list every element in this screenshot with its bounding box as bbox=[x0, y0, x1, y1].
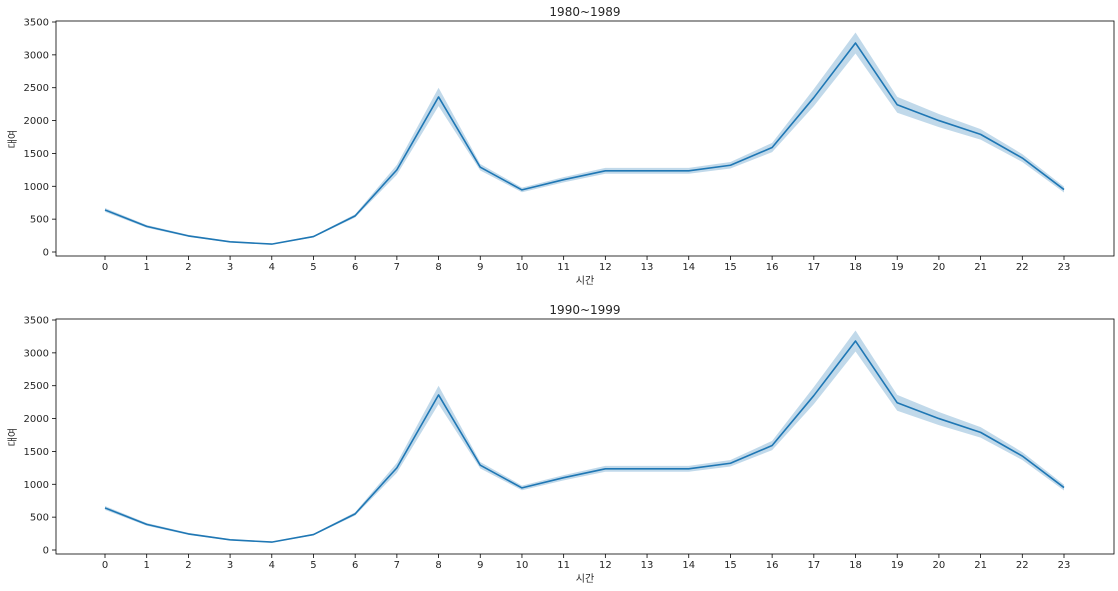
x-tick-label: 19 bbox=[891, 262, 904, 273]
x-axis-label: 시간 bbox=[576, 573, 594, 585]
x-tick-label: 9 bbox=[477, 262, 483, 273]
y-tick-label: 500 bbox=[30, 215, 49, 226]
y-tick-label: 1000 bbox=[24, 480, 49, 491]
y-tick-label: 3000 bbox=[24, 50, 49, 61]
x-tick-label: 12 bbox=[599, 262, 612, 273]
x-tick-label: 12 bbox=[599, 560, 612, 571]
y-tick-label: 1500 bbox=[24, 149, 49, 160]
x-tick-label: 14 bbox=[682, 560, 695, 571]
x-tick-label: 23 bbox=[1058, 262, 1071, 273]
y-axis-label: 대여 bbox=[7, 428, 19, 446]
x-tick-label: 0 bbox=[102, 262, 108, 273]
y-tick-label: 2500 bbox=[24, 83, 49, 94]
x-tick-label: 2 bbox=[185, 560, 191, 571]
y-tick-label: 1000 bbox=[24, 182, 49, 193]
x-tick-label: 1 bbox=[144, 560, 150, 571]
plot-area bbox=[104, 32, 1065, 245]
x-tick-label: 10 bbox=[516, 560, 529, 571]
x-tick-label: 20 bbox=[933, 262, 946, 273]
y-tick-label: 500 bbox=[30, 513, 49, 524]
x-tick-label: 13 bbox=[641, 560, 654, 571]
x-tick-label: 8 bbox=[435, 262, 441, 273]
x-tick-label: 5 bbox=[310, 560, 316, 571]
y-tick-label: 0 bbox=[43, 546, 49, 557]
confidence-band bbox=[105, 32, 1064, 245]
x-tick-label: 16 bbox=[766, 262, 779, 273]
y-tick-label: 2000 bbox=[24, 116, 49, 127]
x-tick-label: 6 bbox=[352, 262, 358, 273]
axes-frame bbox=[55, 20, 1115, 257]
x-tick-label: 19 bbox=[891, 560, 904, 571]
x-tick-label: 18 bbox=[849, 560, 862, 571]
chart-title: 1980~1989 bbox=[549, 5, 620, 19]
x-tick-label: 16 bbox=[766, 560, 779, 571]
x-tick-label: 11 bbox=[557, 262, 570, 273]
x-tick-label: 15 bbox=[724, 262, 737, 273]
x-tick-label: 13 bbox=[641, 262, 654, 273]
x-tick-label: 20 bbox=[933, 560, 946, 571]
x-tick-label: 3 bbox=[227, 262, 233, 273]
plot-area bbox=[104, 330, 1065, 543]
x-tick-label: 21 bbox=[974, 262, 987, 273]
x-tick-label: 5 bbox=[310, 262, 316, 273]
x-tick-label: 10 bbox=[516, 262, 529, 273]
x-tick-label: 8 bbox=[435, 560, 441, 571]
y-tick-label: 2000 bbox=[24, 414, 49, 425]
chart-title: 1990~1999 bbox=[549, 303, 620, 317]
x-tick-label: 21 bbox=[974, 560, 987, 571]
x-tick-label: 17 bbox=[807, 560, 820, 571]
confidence-band bbox=[105, 330, 1064, 543]
x-tick-label: 6 bbox=[352, 560, 358, 571]
x-tick-label: 7 bbox=[394, 560, 400, 571]
series-line bbox=[104, 340, 1065, 543]
x-tick-label: 3 bbox=[227, 560, 233, 571]
chart-panel-1990-1999: 1990~1999 시간 대여 0 1 2 3 4 5 6 7 8 9 10 11 12 13 14 15 16… bbox=[7, 303, 1115, 585]
x-tick-label: 17 bbox=[807, 262, 820, 273]
x-tick-label: 7 bbox=[394, 262, 400, 273]
x-tick-label: 15 bbox=[724, 560, 737, 571]
y-tick-label: 3500 bbox=[24, 316, 49, 327]
x-tick-label: 11 bbox=[557, 560, 570, 571]
y-tick-label: 1500 bbox=[24, 447, 49, 458]
y-tick-label: 0 bbox=[43, 248, 49, 259]
x-tick-label: 23 bbox=[1058, 560, 1071, 571]
x-tick-label: 9 bbox=[477, 560, 483, 571]
series-line bbox=[104, 42, 1065, 245]
chart-panel-1980-1989: 1980~1989 시간 대여 0 1 2 3 4 5 6 7 8 9 10 11 12 13 14 15 16… bbox=[7, 5, 1115, 287]
x-tick-label: 14 bbox=[682, 262, 695, 273]
x-tick-label: 4 bbox=[269, 262, 275, 273]
y-tick-label: 3500 bbox=[24, 18, 49, 29]
x-tick-label: 18 bbox=[849, 262, 862, 273]
x-tick-label: 1 bbox=[144, 262, 150, 273]
x-tick-label: 22 bbox=[1016, 262, 1029, 273]
y-axis-label: 대여 bbox=[7, 130, 19, 148]
axes-frame bbox=[55, 318, 1115, 555]
y-tick-label: 3000 bbox=[24, 348, 49, 359]
x-tick-label: 4 bbox=[269, 560, 275, 571]
x-axis-label: 시간 bbox=[576, 275, 594, 287]
x-tick-label: 22 bbox=[1016, 560, 1029, 571]
x-tick-label: 2 bbox=[185, 262, 191, 273]
x-tick-label: 0 bbox=[102, 560, 108, 571]
y-tick-label: 2500 bbox=[24, 381, 49, 392]
